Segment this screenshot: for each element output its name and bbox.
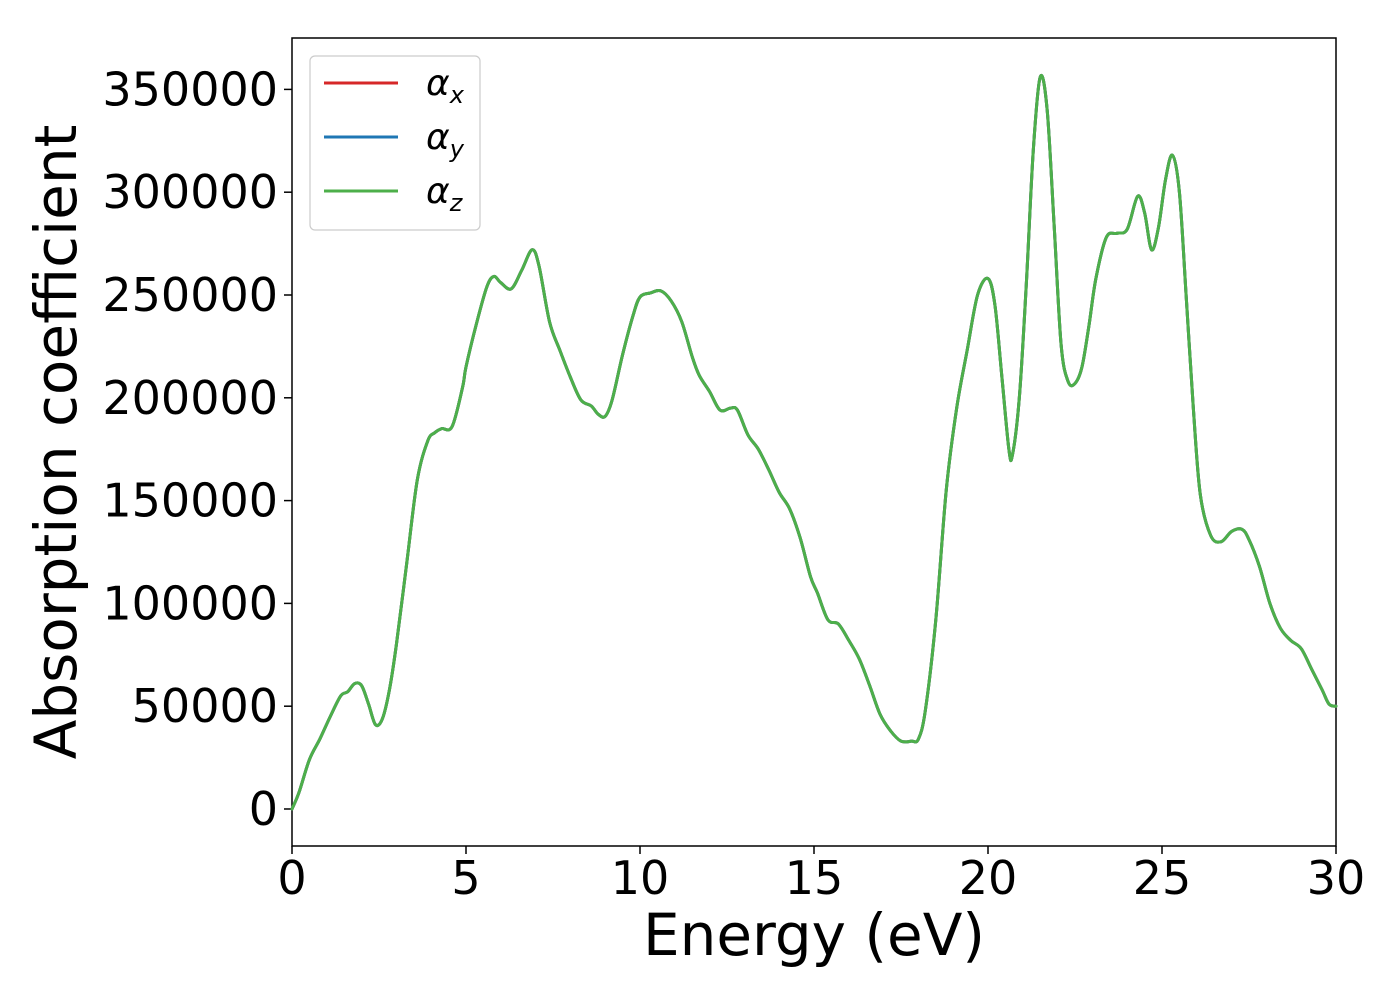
x-tick-label: 20 <box>959 851 1018 905</box>
legend-label: αz <box>426 171 464 217</box>
y-axis: 0 50000 100000 150000 200000 250000 300000 3500… <box>102 62 292 836</box>
legend-label: αx <box>426 63 465 109</box>
x-tick-label: 25 <box>1133 851 1192 905</box>
y-axis-title: Absorption coefficient <box>22 125 90 760</box>
x-tick-label: 0 <box>277 851 306 905</box>
y-tick-label: 0 <box>249 782 278 836</box>
legend-label: αy <box>426 117 465 163</box>
y-tick-label: 100000 <box>102 576 278 630</box>
x-tick-label: 10 <box>611 851 670 905</box>
y-tick-label: 300000 <box>102 165 278 219</box>
x-axis-title: Energy (eV) <box>643 901 985 969</box>
y-tick-label: 150000 <box>102 474 278 528</box>
y-tick-label: 250000 <box>102 268 278 322</box>
legend-box <box>309 55 481 231</box>
x-axis: 0 5 10 15 20 25 30 <box>277 846 1365 905</box>
x-tick-label: 30 <box>1307 851 1366 905</box>
x-tick-label: 15 <box>785 851 844 905</box>
series-lines <box>290 73 1338 811</box>
y-tick-label: 200000 <box>102 371 278 425</box>
y-tick-label: 350000 <box>102 62 278 116</box>
legend: αx αy αz <box>309 55 481 231</box>
y-tick-label: 50000 <box>132 679 278 733</box>
x-tick-label: 5 <box>451 851 480 905</box>
series-line-3 <box>290 73 1338 811</box>
